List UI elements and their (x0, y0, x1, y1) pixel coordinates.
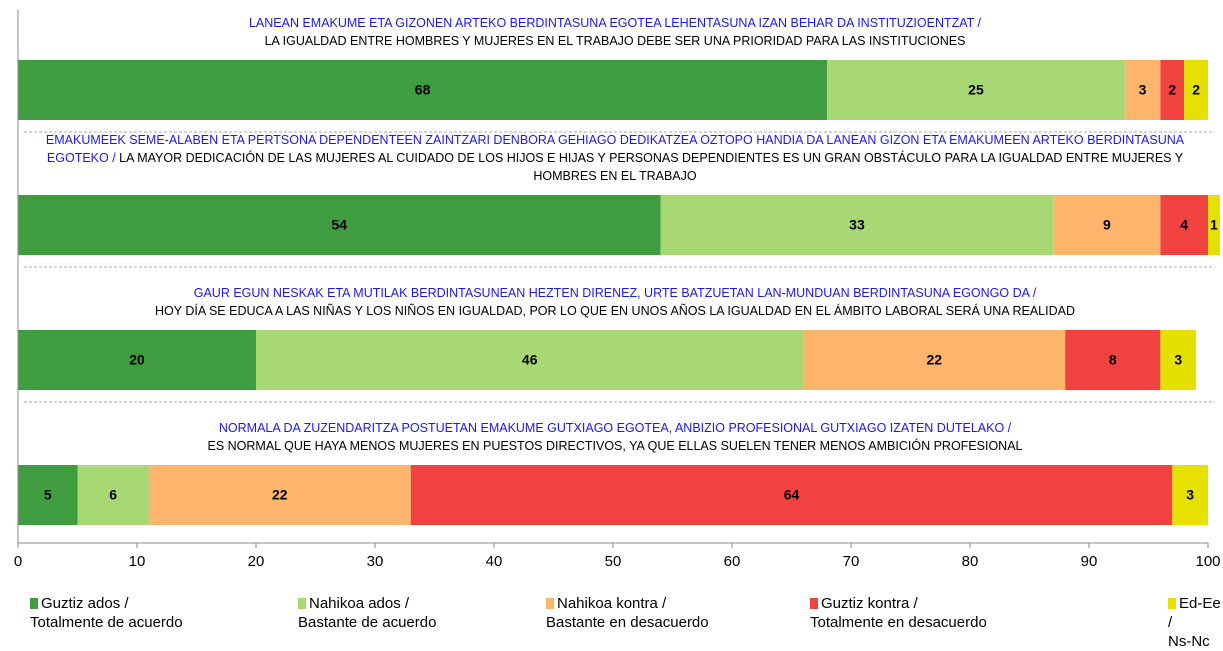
category-label-eu: LANEAN EMAKUME ETA GIZONEN ARTEKO BERDIN… (248, 16, 982, 30)
bar-segment (660, 195, 1054, 255)
data-label: 25 (968, 82, 984, 98)
legend-swatch (1168, 598, 1176, 609)
bar-segment (148, 465, 411, 525)
bar-segment (1160, 195, 1208, 255)
bar-segment (1172, 465, 1208, 525)
legend-label: Guztiz ados / Totalmente de acuerdo (30, 595, 183, 631)
data-label: 68 (415, 82, 431, 98)
data-label: 3 (1186, 487, 1194, 503)
legend-label: Nahikoa kontra / Bastante en desacuerdo (546, 595, 709, 631)
category-label-es: HOY DÍA SE EDUCA A LAS NIÑAS Y LOS NIÑOS… (155, 304, 1075, 318)
bar-segment (1208, 195, 1220, 255)
category-label: EMAKUMEEK SEME-ALABEN ETA PERTSONA DEPEN… (20, 131, 1210, 185)
x-tick-label: 60 (724, 553, 741, 570)
data-label: 33 (849, 217, 865, 233)
legend-entry: Nahikoa ados / Bastante de acuerdo (298, 594, 436, 632)
bar-segment (1160, 60, 1185, 120)
x-tick-label: 90 (1081, 553, 1098, 570)
legend-entry: Guztiz kontra / Totalmente en desacuerdo (810, 594, 987, 632)
data-label: 8 (1109, 352, 1117, 368)
data-label: 2 (1192, 82, 1200, 98)
x-tick-label: 10 (129, 553, 146, 570)
x-tick-label: 20 (248, 553, 265, 570)
category-label-eu: EMAKUMEEK SEME-ALABEN ETA PERTSONA DEPEN… (45, 133, 1185, 165)
page: {"chart_data": {"type": "stacked-barh", … (13, 10, 1221, 650)
legend-swatch (298, 598, 306, 609)
bar-segment (256, 330, 804, 390)
data-label: 22 (272, 487, 288, 503)
data-label: 5 (44, 487, 52, 503)
x-tick-label: 50 (605, 553, 622, 570)
bar-segment (18, 330, 256, 390)
legend-label: Guztiz kontra / Totalmente en desacuerdo (810, 595, 987, 631)
bar-segment (803, 330, 1066, 390)
x-tick-label: 0 (14, 553, 22, 570)
legend-label: Nahikoa ados / Bastante de acuerdo (298, 595, 437, 631)
x-tick-label: 80 (962, 553, 979, 570)
x-tick-label: 30 (367, 553, 384, 570)
data-label: 3 (1139, 82, 1147, 98)
category-label: NORMALA DA ZUZENDARITZA POSTUETAN EMAKUM… (20, 419, 1210, 455)
legend-entry: Ed-Ee / Ns-Nc (1168, 594, 1223, 651)
x-tick-label: 70 (843, 553, 860, 570)
category-label-es: LA IGUALDAD ENTRE HOMBRES Y MUJERES EN E… (264, 34, 966, 48)
x-tick-label: 100 (1195, 553, 1220, 570)
data-label: 1 (1210, 217, 1218, 233)
data-label: 9 (1103, 217, 1111, 233)
data-label: 20 (129, 352, 145, 368)
category-label-eu: GAUR EGUN NESKAK ETA MUTILAK BERDINTASUN… (193, 286, 1037, 300)
data-label: 46 (522, 352, 538, 368)
bar-segment (18, 60, 828, 120)
category-label-es: ES NORMAL QUE HAYA MENOS MUJERES EN PUES… (207, 439, 1023, 453)
data-label: 4 (1180, 217, 1188, 233)
category-label: LANEAN EMAKUME ETA GIZONEN ARTEKO BERDIN… (20, 14, 1210, 50)
bar-segment (18, 465, 78, 525)
category-label: GAUR EGUN NESKAK ETA MUTILAK BERDINTASUN… (20, 284, 1210, 320)
x-tick-label: 40 (486, 553, 503, 570)
bar-segment (1184, 60, 1208, 120)
bar-segment (18, 195, 661, 255)
bar-segment (827, 60, 1125, 120)
data-label: 2 (1168, 82, 1176, 98)
chart: 68 25 3 2 254 33 9 4 120 46 22 8 35 6 22 64 30 10 20 30 40 50… (14, 10, 1221, 570)
bar-segment (410, 465, 1173, 525)
data-label: 6 (109, 487, 117, 503)
bar-segment (77, 465, 149, 525)
legend-entry: Nahikoa kontra / Bastante en desacuerdo (546, 594, 709, 632)
data-label: 22 (927, 352, 943, 368)
legend-swatch (546, 598, 554, 609)
bar-segment (1124, 60, 1161, 120)
data-label: 54 (332, 217, 348, 233)
data-label: 3 (1174, 352, 1182, 368)
data-label: 64 (784, 487, 800, 503)
legend-entry: Guztiz ados / Totalmente de acuerdo (30, 594, 183, 632)
bar-segment (1160, 330, 1197, 390)
legend-swatch (30, 598, 38, 609)
category-label-es: LA MAYOR DEDICACIÓN DE LAS MUJERES AL CU… (119, 151, 1184, 183)
legend-swatch (810, 598, 818, 609)
bar-segment (1065, 330, 1161, 390)
category-label-eu: NORMALA DA ZUZENDARITZA POSTUETAN EMAKUM… (218, 421, 1012, 435)
bar-segment (1053, 195, 1161, 255)
